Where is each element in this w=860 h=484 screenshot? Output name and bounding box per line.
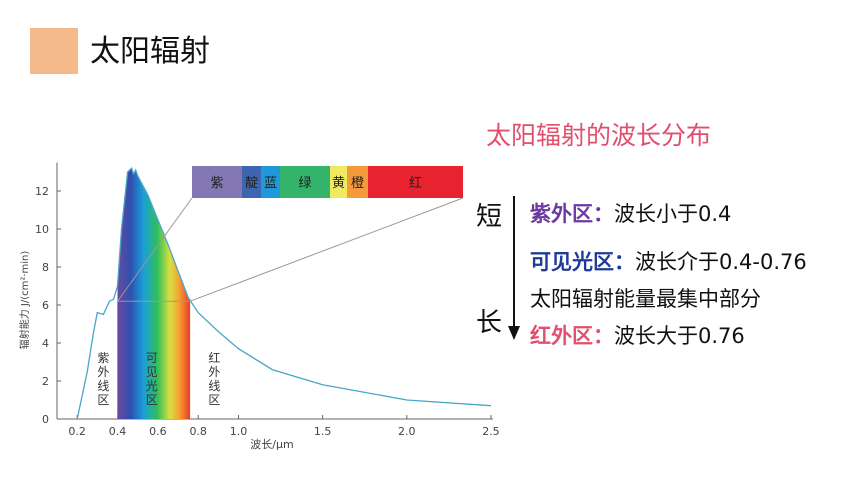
visible-energy-note: 太阳辐射能量最集中部分 — [530, 287, 761, 311]
title-accent-square — [30, 28, 78, 74]
region-label-char: 可 — [146, 351, 158, 365]
short-label: 短 — [476, 202, 503, 232]
x-tick-label: 0.2 — [68, 425, 86, 438]
ir-description: 红外区：波长大于0.76 — [530, 320, 745, 350]
spectrum-segment — [368, 166, 463, 198]
x-tick-label: 1.5 — [314, 425, 332, 438]
wavelength-arrow-icon — [508, 196, 520, 340]
visible-description: 可见光区：波长介于0.4-0.76 — [530, 246, 807, 276]
spectrum-segment-label: 绿 — [298, 176, 311, 191]
uv-text: 波长小于0.4 — [614, 202, 732, 226]
ir-key: 红外区： — [530, 324, 614, 348]
y-axis-label: 辐射能力 J/(cm²·min) — [18, 251, 31, 350]
spectrum-segment-label: 靛 — [245, 176, 258, 191]
chart-axes: 0.2 0.4 0.6 0.8 1.0 1.5 2.0 2.5 0 2 4 6 8 10 12 波长/μm 辐射… — [18, 162, 500, 451]
visible-text: 波长介于0.4-0.76 — [635, 250, 807, 274]
curve-line — [76, 167, 492, 420]
region-label-char: 线 — [97, 379, 109, 393]
y-tick-label: 6 — [42, 299, 49, 312]
spectrum-segment-label: 橙 — [351, 176, 364, 191]
spectrum-color-bar: 紫 靛蓝 绿 黄橙 红 — [117, 166, 464, 302]
x-tick-label: 0.4 — [109, 425, 127, 438]
ir-text: 波长大于0.76 — [614, 324, 745, 348]
region-label-char: 外 — [97, 365, 109, 379]
spectrum-segment-label: 蓝 — [264, 176, 277, 191]
y-tick-label: 4 — [42, 337, 49, 350]
x-tick-label: 0.8 — [189, 425, 207, 438]
region-label-char: 紫 — [97, 351, 109, 365]
projection-line-left — [117, 197, 193, 302]
y-tick-label: 10 — [35, 223, 49, 236]
visible-key: 可见光区： — [530, 250, 635, 274]
spectrum-segment — [242, 166, 261, 198]
projection-line-right — [189, 197, 464, 302]
region-label-char: 区 — [97, 393, 109, 407]
y-tick-label: 0 — [42, 413, 49, 426]
x-tick-label: 2.5 — [482, 425, 500, 438]
spectrum-segment — [192, 166, 242, 198]
region-label-char: 见 — [146, 365, 158, 379]
x-tick-label: 0.6 — [149, 425, 167, 438]
page-title: 太阳辐射 — [90, 34, 210, 69]
uv-description: 紫外区：波长小于0.4 — [530, 198, 731, 228]
region-label-char: 外 — [208, 365, 220, 379]
long-label: 长 — [476, 308, 503, 338]
region-label-char: 区 — [146, 393, 158, 407]
region-label-char: 线 — [208, 379, 220, 393]
spectrum-segment — [347, 166, 368, 198]
region-label-char: 光 — [146, 379, 158, 393]
region-label-char: 区 — [208, 393, 220, 407]
spectrum-segment-label: 黄 — [332, 176, 345, 191]
spectrum-segment — [280, 166, 330, 198]
spectrum-segment — [261, 166, 280, 198]
x-tick-label: 2.0 — [398, 425, 416, 438]
y-tick-label: 12 — [35, 185, 49, 198]
radiation-curve — [76, 167, 492, 420]
spectrum-segment-label: 紫 — [210, 176, 223, 191]
spectrum-segment-label: 红 — [409, 175, 422, 191]
uv-key: 紫外区： — [530, 202, 614, 226]
y-tick-label: 8 — [42, 261, 49, 274]
y-tick-label: 2 — [42, 375, 49, 388]
region-label-char: 红 — [208, 350, 220, 365]
spectrum-segment — [330, 166, 347, 198]
x-tick-label: 1.0 — [230, 425, 248, 438]
x-axis-label: 波长/μm — [250, 438, 293, 451]
chart-subtitle: 太阳辐射的波长分布 — [486, 121, 712, 150]
